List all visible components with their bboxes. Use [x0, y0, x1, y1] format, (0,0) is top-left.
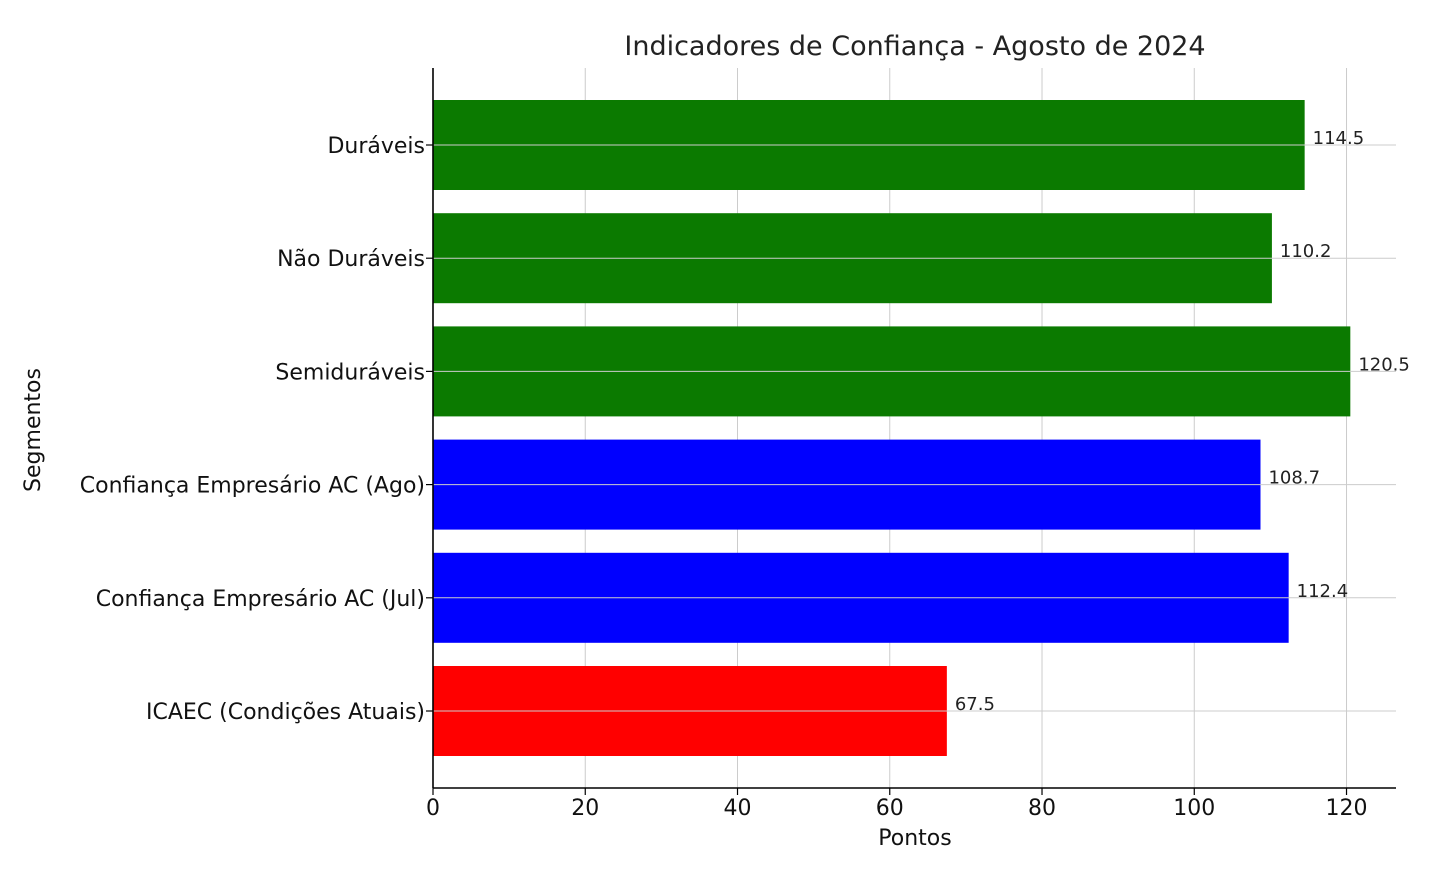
category-label: Duráveis — [327, 134, 425, 159]
category-label: ICAEC (Condições Atuais) — [146, 700, 425, 725]
category-label: Confiança Empresário AC (Ago) — [80, 474, 425, 499]
chart-title: Indicadores de Confiança - Agosto de 202… — [624, 31, 1205, 62]
x-tick-label: 100 — [1173, 796, 1215, 821]
x-tick-label: 80 — [1028, 796, 1056, 821]
labels-layer: 0 20 40 60 80 100 120 Duráveis 114.5 Não Duráveis… — [80, 128, 1410, 821]
x-tick-label: 60 — [876, 796, 904, 821]
x-tick-label: 40 — [724, 796, 752, 821]
x-tick-label: 0 — [426, 796, 440, 821]
value-label: 67.5 — [955, 694, 995, 715]
category-label: Semiduráveis — [275, 360, 425, 385]
category-label: Confiança Empresário AC (Jul) — [96, 587, 425, 612]
x-tick-label: 120 — [1326, 796, 1368, 821]
value-label: 112.4 — [1297, 581, 1349, 602]
y-axis-label: Segmentos — [21, 368, 46, 492]
value-label: 120.5 — [1358, 354, 1410, 375]
axes-layer — [426, 68, 1396, 795]
value-label: 110.2 — [1280, 241, 1332, 262]
value-label: 108.7 — [1268, 468, 1320, 489]
x-axis-label: Pontos — [878, 826, 951, 851]
category-label: Não Duráveis — [277, 247, 425, 272]
bars-layer — [433, 100, 1396, 756]
value-label: 114.5 — [1313, 128, 1365, 149]
x-tick-label: 20 — [571, 796, 599, 821]
